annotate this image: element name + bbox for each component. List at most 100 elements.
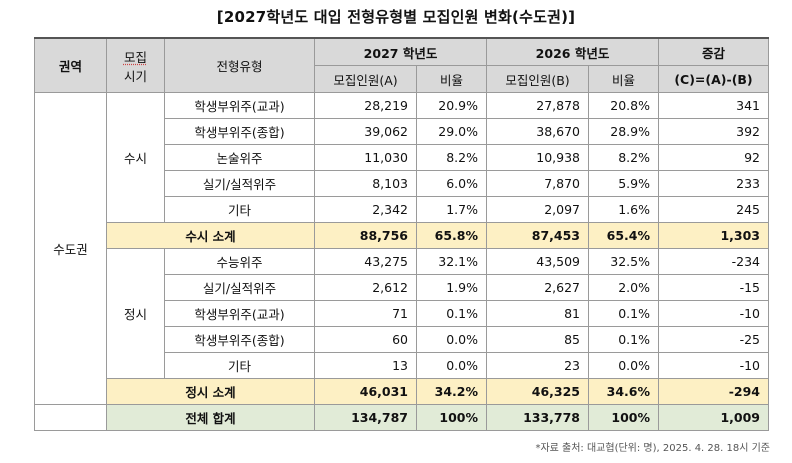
ratio-a-cell: 34.2%: [416, 378, 487, 405]
count-b-cell: 27,878: [486, 92, 589, 119]
header-type: 전형유형: [164, 37, 315, 93]
ratio-a-cell: 65.8%: [416, 222, 487, 249]
total-label: 전체 합계: [106, 404, 315, 431]
subtotal-row-susi: 수시 소계 88,756 65.8% 87,453 65.4% 1,303: [35, 222, 769, 249]
header-count-a: 모집인원(A): [314, 65, 417, 93]
ratio-b-cell: 5.9%: [588, 170, 659, 197]
table-header: 권역 모집 시기 전형유형 2027 학년도 2026 학년도 증감 모집인원(…: [34, 37, 769, 93]
ratio-b-cell: 65.4%: [588, 222, 659, 249]
ratio-b-cell: 32.5%: [588, 248, 659, 275]
header-period: 모집 시기: [106, 37, 165, 93]
ratio-b-cell: 20.8%: [588, 92, 659, 119]
count-a-cell: 11,030: [314, 144, 417, 171]
subtotal-label: 정시 소계: [106, 378, 315, 405]
table-row: 실기/실적위주 2,612 1.9% 2,627 2.0% -15: [35, 274, 769, 301]
change-cell: 1,009: [658, 404, 769, 431]
header-year-2026: 2026 학년도: [486, 37, 659, 66]
header-period-line2: 시기: [123, 68, 147, 84]
change-cell: 1,303: [658, 222, 769, 249]
table-row: 학생부위주(종합) 39,062 29.0% 38,670 28.9% 392: [35, 118, 769, 145]
count-a-cell: 2,342: [314, 196, 417, 223]
count-b-cell: 38,670: [486, 118, 589, 145]
page-title: [2027학년도 대입 전형유형별 모집인원 변화(수도권)]: [216, 8, 576, 26]
period-cell-jeongsi: 정시: [106, 248, 165, 379]
table-row: 실기/실적위주 8,103 6.0% 7,870 5.9% 233: [35, 170, 769, 197]
count-b-cell: 7,870: [486, 170, 589, 197]
count-b-cell: 2,627: [486, 274, 589, 301]
table-row: 학생부위주(교과) 71 0.1% 81 0.1% -10: [35, 300, 769, 327]
table-row: 기타 2,342 1.7% 2,097 1.6% 245: [35, 196, 769, 223]
count-b-cell: 46,325: [486, 378, 589, 405]
ratio-b-cell: 0.1%: [588, 326, 659, 353]
table-body: 수도권 수시 학생부위주(교과) 28,219 20.9% 27,878 20.…: [34, 92, 769, 431]
ratio-b-cell: 0.0%: [588, 352, 659, 379]
count-a-cell: 13: [314, 352, 417, 379]
header-count-b: 모집인원(B): [486, 65, 589, 93]
type-cell: 실기/실적위주: [164, 274, 315, 301]
count-b-cell: 2,097: [486, 196, 589, 223]
count-a-cell: 2,612: [314, 274, 417, 301]
ratio-b-cell: 0.1%: [588, 300, 659, 327]
table-row: 기타 13 0.0% 23 0.0% -10: [35, 352, 769, 379]
change-cell: -25: [658, 326, 769, 353]
total-row: 전체 합계 134,787 100% 133,778 100% 1,009: [34, 404, 769, 431]
count-b-cell: 43,509: [486, 248, 589, 275]
count-a-cell: 39,062: [314, 118, 417, 145]
header-period-line1: 모집: [123, 49, 147, 65]
subtotal-label: 수시 소계: [106, 222, 315, 249]
ratio-a-cell: 0.0%: [416, 352, 487, 379]
ratio-a-cell: 1.9%: [416, 274, 487, 301]
header-region: 권역: [34, 37, 107, 93]
count-a-cell: 28,219: [314, 92, 417, 119]
type-cell: 학생부위주(종합): [164, 326, 315, 353]
ratio-a-cell: 100%: [416, 404, 487, 431]
admissions-table: 권역 모집 시기 전형유형 2027 학년도 2026 학년도 증감 모집인원(…: [34, 37, 769, 431]
ratio-a-cell: 0.1%: [416, 300, 487, 327]
ratio-a-cell: 0.0%: [416, 326, 487, 353]
blank-cell: [34, 404, 107, 431]
type-cell: 수능위주: [164, 248, 315, 275]
ratio-a-cell: 20.9%: [416, 92, 487, 119]
type-cell: 실기/실적위주: [164, 170, 315, 197]
count-a-cell: 88,756: [314, 222, 417, 249]
type-cell: 논술위주: [164, 144, 315, 171]
ratio-b-cell: 8.2%: [588, 144, 659, 171]
change-cell: -10: [658, 352, 769, 379]
header-change: 증감: [658, 37, 769, 66]
change-cell: 245: [658, 196, 769, 223]
header-ratio-b: 비율: [588, 65, 659, 93]
type-cell: 학생부위주(종합): [164, 118, 315, 145]
ratio-b-cell: 100%: [588, 404, 659, 431]
count-a-cell: 60: [314, 326, 417, 353]
count-a-cell: 134,787: [314, 404, 417, 431]
subtotal-row-jeongsi: 정시 소계 46,031 34.2% 46,325 34.6% -294: [35, 378, 769, 405]
change-cell: 233: [658, 170, 769, 197]
change-cell: -234: [658, 248, 769, 275]
count-b-cell: 10,938: [486, 144, 589, 171]
ratio-b-cell: 1.6%: [588, 196, 659, 223]
count-a-cell: 46,031: [314, 378, 417, 405]
count-a-cell: 43,275: [314, 248, 417, 275]
ratio-a-cell: 32.1%: [416, 248, 487, 275]
count-a-cell: 8,103: [314, 170, 417, 197]
count-b-cell: 23: [486, 352, 589, 379]
count-b-cell: 85: [486, 326, 589, 353]
change-cell: -294: [658, 378, 769, 405]
region-cell: 수도권: [34, 92, 107, 405]
type-cell: 학생부위주(교과): [164, 300, 315, 327]
header-change-formula: (C)=(A)-(B): [658, 65, 769, 93]
ratio-a-cell: 1.7%: [416, 196, 487, 223]
change-cell: 92: [658, 144, 769, 171]
count-b-cell: 133,778: [486, 404, 589, 431]
period-cell-susi: 수시: [106, 92, 165, 223]
ratio-a-cell: 8.2%: [416, 144, 487, 171]
count-b-cell: 81: [486, 300, 589, 327]
source-note: *자료 출처: 대교협(단위: 명), 2025. 4. 28. 18시 기준: [535, 443, 770, 454]
ratio-b-cell: 34.6%: [588, 378, 659, 405]
header-ratio-a: 비율: [416, 65, 487, 93]
type-cell: 기타: [164, 352, 315, 379]
ratio-b-cell: 28.9%: [588, 118, 659, 145]
type-cell: 기타: [164, 196, 315, 223]
ratio-b-cell: 2.0%: [588, 274, 659, 301]
table-row: 논술위주 11,030 8.2% 10,938 8.2% 92: [35, 144, 769, 171]
